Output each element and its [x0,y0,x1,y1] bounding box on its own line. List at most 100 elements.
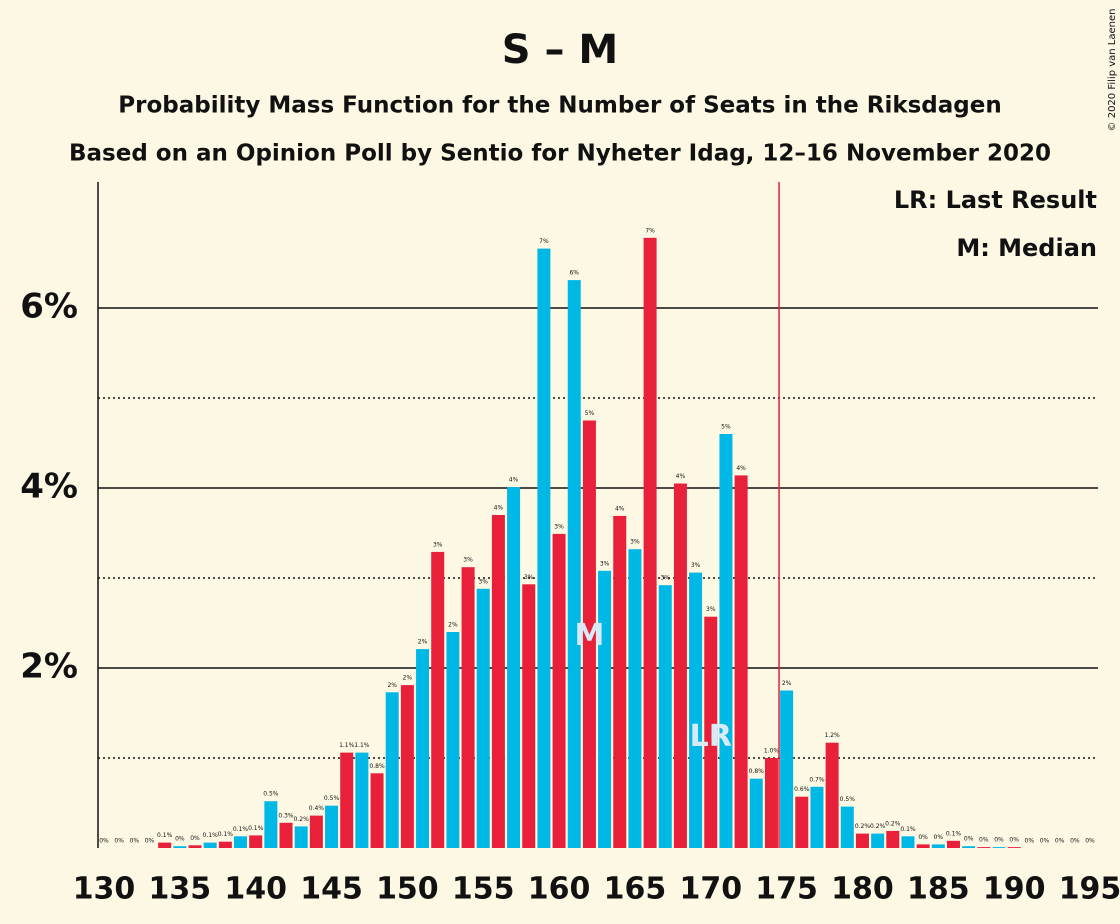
legend-entry: LR: Last Result [894,186,1097,214]
value-label: 0.8% [749,768,765,775]
value-label: 4% [676,473,686,480]
value-label: 0.1% [157,832,173,839]
value-label: 2% [403,675,413,682]
value-label: 0.2% [855,823,871,830]
value-label: 0% [99,838,109,845]
bar [264,801,278,848]
value-label: 0.1% [233,826,249,833]
value-label: 1.1% [339,742,355,749]
value-label: 7% [645,227,655,234]
bar [689,572,703,848]
bar [901,836,915,848]
value-label: 3% [660,575,670,582]
bar [537,248,551,849]
value-label: 0% [1055,838,1065,845]
value-label: 3% [554,523,564,530]
chart-title: S – M [502,27,618,73]
x-tick-label: 145 [300,872,363,907]
value-label: 4% [736,465,746,472]
y-tick-label: 2% [20,647,78,687]
median-marker: M [574,618,604,653]
value-label: 1.1% [354,742,370,749]
bar [886,830,900,848]
bar [704,616,718,848]
value-label: 4% [615,505,625,512]
value-label: 4% [494,505,504,512]
bar [355,752,369,848]
value-label: 0.8% [369,763,385,770]
value-label: 0% [918,834,928,841]
bar [931,844,945,848]
x-tick-label: 185 [907,872,970,907]
value-label: 4% [509,477,519,484]
value-label: 2% [782,680,792,687]
value-label: 0.2% [294,816,310,823]
x-tick-label: 180 [831,872,894,907]
y-tick-label: 6% [20,287,78,327]
value-label: 2% [418,639,428,646]
value-label: 3% [433,541,443,548]
value-label: 0.2% [885,820,901,827]
bar [992,847,1006,848]
x-tick-label: 165 [604,872,667,907]
value-label: 0.5% [263,791,279,798]
bar [871,833,885,848]
x-tick-label: 175 [755,872,818,907]
bar [1007,847,1021,848]
value-label: 3% [524,574,534,581]
value-label: 0% [1070,838,1080,845]
value-label: 0% [190,835,200,842]
bar [552,533,566,848]
value-label: 0% [934,834,944,841]
value-label: 3% [600,560,610,567]
bar [719,434,733,848]
value-label: 0% [979,837,989,844]
value-label: 0% [175,836,185,843]
bar [461,567,475,848]
bar [977,847,991,848]
bar [810,786,824,848]
value-label: 0.5% [840,796,856,803]
copyright: © 2020 Filip van Laenen [1107,9,1118,132]
bar [385,692,399,848]
value-label: 0% [1040,838,1050,845]
x-tick-label: 140 [224,872,287,907]
bar [613,515,627,848]
bar [416,649,430,848]
bar [825,742,839,848]
bar [643,237,657,849]
chart-subtitle: Based on an Opinion Poll by Sentio for N… [69,141,1051,167]
y-tick-label: 4% [20,467,78,507]
bar [628,549,642,848]
value-label: 6% [569,270,579,277]
value-label: 1.0% [764,748,780,755]
value-label: 0.1% [900,826,916,833]
value-label: 0.1% [218,831,234,838]
bar [476,588,490,848]
value-label: 0% [1025,838,1035,845]
bar [294,826,308,848]
value-label: 0.6% [794,786,810,793]
value-label: 3% [630,539,640,546]
bar [340,752,354,848]
x-tick-label: 190 [983,872,1046,907]
value-label: 0.1% [203,832,219,839]
value-label: 3% [463,557,473,564]
bar [491,515,505,848]
bar [188,845,202,848]
bar [309,815,323,848]
value-label: 0.2% [870,823,886,830]
bar [598,570,612,848]
last-result-marker: LR [690,719,732,754]
bar [522,584,536,848]
bar [431,551,445,848]
legend-entry: M: Median [956,234,1097,262]
value-label: 2% [387,682,397,689]
value-label: 0% [114,838,124,845]
value-label: 0% [145,838,155,845]
value-label: 3% [706,606,716,613]
value-label: 3% [478,578,488,585]
bar [946,840,960,848]
bar [203,842,217,848]
x-tick-label: 160 [528,872,591,907]
